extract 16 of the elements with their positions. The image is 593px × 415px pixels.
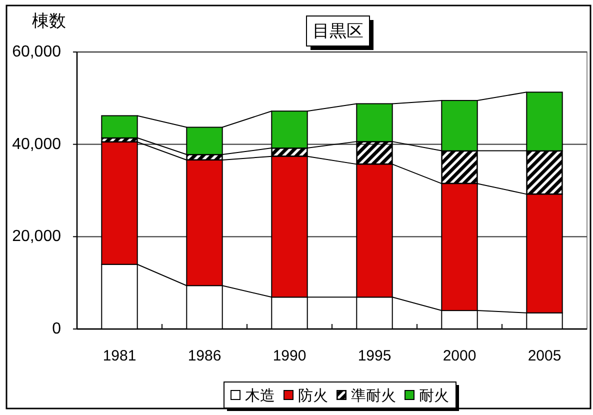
y-tick-label: 0 [52,320,62,338]
x-tick-label: 1990 [272,348,306,364]
y-tick-label: 60,000 [12,44,62,60]
legend-label: 木造 [245,388,275,404]
y-axis-title: 棟数 [32,12,66,30]
x-tick-label: 2005 [528,348,562,364]
x-tick-label: 1986 [188,348,222,364]
legend-label: 防火 [298,388,328,404]
legend-label: 耐火 [419,388,449,404]
chart-title: 目黒区 [312,22,364,40]
legend-label: 準耐火 [351,388,396,404]
x-tick-label: 2000 [442,348,476,364]
y-tick-label: 40,000 [12,136,62,153]
x-tick-label: 1981 [102,348,136,364]
x-tick-label: 1995 [358,348,392,364]
y-tick-label: 20,000 [12,228,62,246]
